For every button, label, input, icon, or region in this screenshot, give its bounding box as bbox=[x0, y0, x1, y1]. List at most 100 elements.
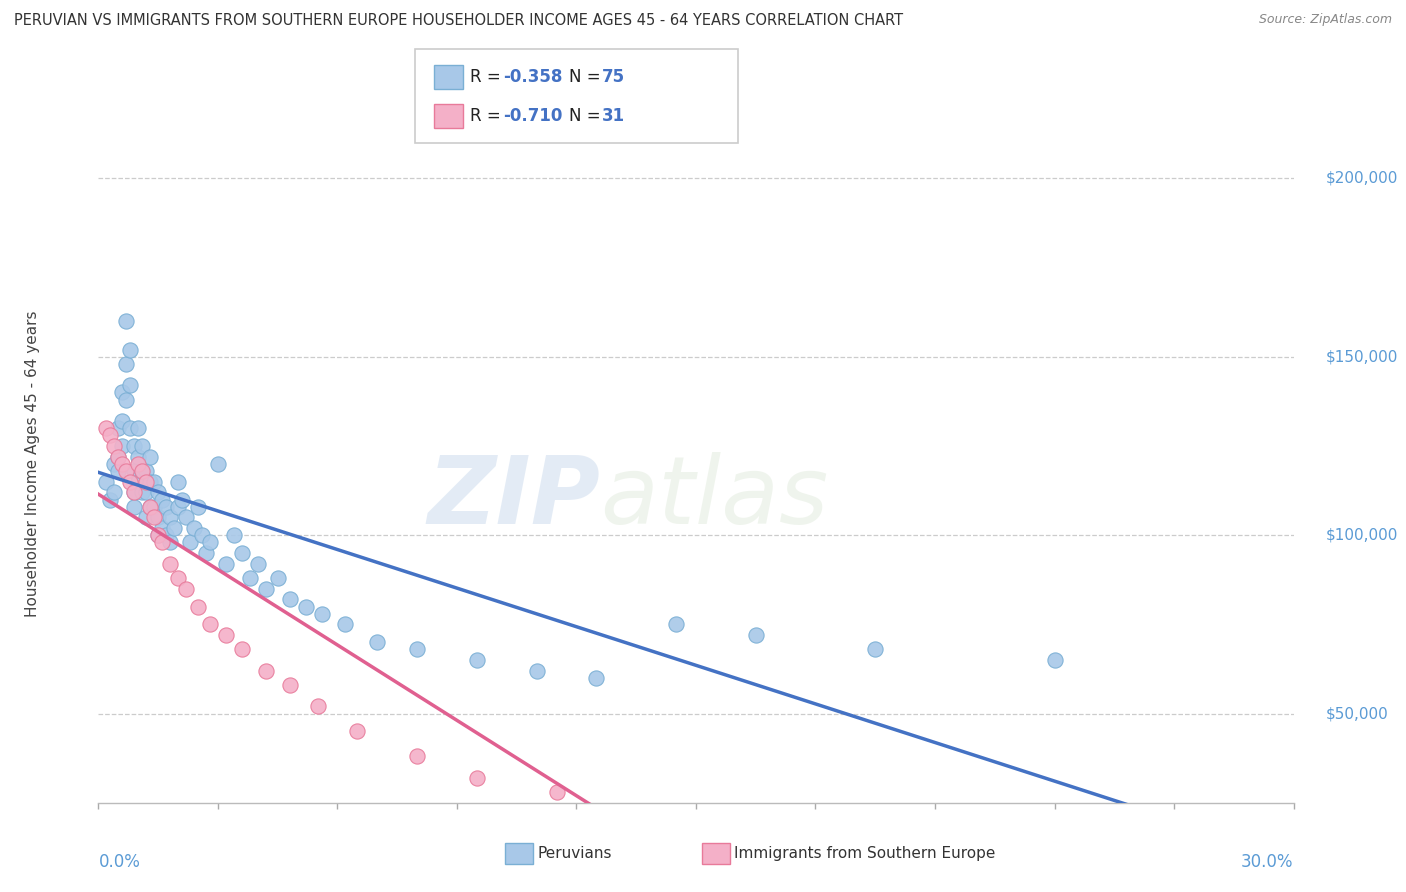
Text: 31: 31 bbox=[602, 107, 624, 125]
Point bbox=[155, 500, 177, 514]
Point bbox=[124, 500, 146, 514]
Point bbox=[139, 450, 162, 464]
Point bbox=[465, 771, 488, 785]
Point bbox=[215, 628, 238, 642]
Text: $150,000: $150,000 bbox=[1326, 350, 1398, 364]
Point bbox=[139, 500, 162, 514]
Point bbox=[198, 617, 221, 632]
Text: $100,000: $100,000 bbox=[1326, 528, 1398, 542]
Point bbox=[307, 699, 329, 714]
Point bbox=[246, 557, 269, 571]
Point bbox=[167, 571, 190, 585]
Point bbox=[115, 357, 138, 371]
Point bbox=[294, 599, 316, 614]
Point bbox=[406, 749, 429, 764]
Text: -0.358: -0.358 bbox=[503, 69, 562, 87]
Point bbox=[135, 510, 157, 524]
Point bbox=[159, 557, 181, 571]
Point bbox=[120, 378, 142, 392]
Point bbox=[406, 642, 429, 657]
Point bbox=[124, 485, 146, 500]
Point bbox=[824, 821, 846, 835]
Point bbox=[231, 642, 253, 657]
Point bbox=[96, 421, 118, 435]
Point bbox=[111, 439, 134, 453]
Point bbox=[231, 546, 253, 560]
Text: 0.0%: 0.0% bbox=[98, 853, 141, 871]
Point bbox=[135, 475, 157, 489]
Point bbox=[107, 450, 129, 464]
Point bbox=[127, 475, 149, 489]
Point bbox=[207, 457, 229, 471]
Text: Householder Income Ages 45 - 64 years: Householder Income Ages 45 - 64 years bbox=[25, 310, 41, 617]
Point bbox=[115, 464, 138, 478]
Point bbox=[311, 607, 333, 621]
Point bbox=[107, 464, 129, 478]
Point bbox=[335, 617, 357, 632]
Point bbox=[546, 785, 568, 799]
Text: Peruvians: Peruvians bbox=[537, 847, 612, 861]
Point bbox=[159, 510, 181, 524]
Point bbox=[665, 617, 688, 632]
Point bbox=[120, 343, 142, 357]
Point bbox=[124, 464, 146, 478]
Point bbox=[174, 582, 197, 596]
Point bbox=[1043, 653, 1066, 667]
Point bbox=[179, 535, 201, 549]
Point bbox=[131, 439, 153, 453]
Point bbox=[96, 475, 118, 489]
Point bbox=[148, 510, 170, 524]
Point bbox=[222, 528, 245, 542]
Point bbox=[135, 485, 157, 500]
Point bbox=[111, 414, 134, 428]
Point bbox=[215, 557, 238, 571]
Point bbox=[98, 428, 122, 442]
Text: -0.710: -0.710 bbox=[503, 107, 562, 125]
Point bbox=[127, 421, 149, 435]
Point bbox=[124, 439, 146, 453]
Point bbox=[191, 528, 214, 542]
Point bbox=[107, 421, 129, 435]
Point bbox=[107, 450, 129, 464]
Point bbox=[198, 535, 221, 549]
Point bbox=[143, 510, 166, 524]
Text: 30.0%: 30.0% bbox=[1241, 853, 1294, 871]
Point bbox=[465, 653, 488, 667]
Text: R =: R = bbox=[470, 107, 506, 125]
Point bbox=[254, 664, 277, 678]
Point bbox=[187, 599, 209, 614]
Text: N =: N = bbox=[569, 107, 606, 125]
Text: R =: R = bbox=[470, 69, 506, 87]
Text: N =: N = bbox=[569, 69, 606, 87]
Point bbox=[278, 592, 301, 607]
Point bbox=[150, 535, 173, 549]
Point bbox=[103, 439, 125, 453]
Point bbox=[346, 724, 368, 739]
Point bbox=[115, 314, 138, 328]
Point bbox=[127, 450, 149, 464]
Text: $50,000: $50,000 bbox=[1326, 706, 1388, 721]
Point bbox=[278, 678, 301, 692]
Point bbox=[163, 521, 186, 535]
Point bbox=[155, 528, 177, 542]
Point bbox=[174, 510, 197, 524]
Point bbox=[103, 457, 125, 471]
Text: PERUVIAN VS IMMIGRANTS FROM SOUTHERN EUROPE HOUSEHOLDER INCOME AGES 45 - 64 YEAR: PERUVIAN VS IMMIGRANTS FROM SOUTHERN EUR… bbox=[14, 13, 903, 29]
Point bbox=[143, 475, 166, 489]
Point bbox=[167, 475, 190, 489]
Point bbox=[98, 492, 122, 507]
Point bbox=[124, 485, 146, 500]
Point bbox=[526, 664, 548, 678]
Text: 75: 75 bbox=[602, 69, 624, 87]
Point bbox=[111, 385, 134, 400]
Point bbox=[131, 464, 153, 478]
Point bbox=[863, 642, 886, 657]
Point bbox=[167, 500, 190, 514]
Point bbox=[194, 546, 218, 560]
Text: Source: ZipAtlas.com: Source: ZipAtlas.com bbox=[1258, 13, 1392, 27]
Point bbox=[103, 485, 125, 500]
Point bbox=[150, 521, 173, 535]
Point bbox=[127, 457, 149, 471]
Point bbox=[665, 806, 688, 821]
Point bbox=[143, 500, 166, 514]
